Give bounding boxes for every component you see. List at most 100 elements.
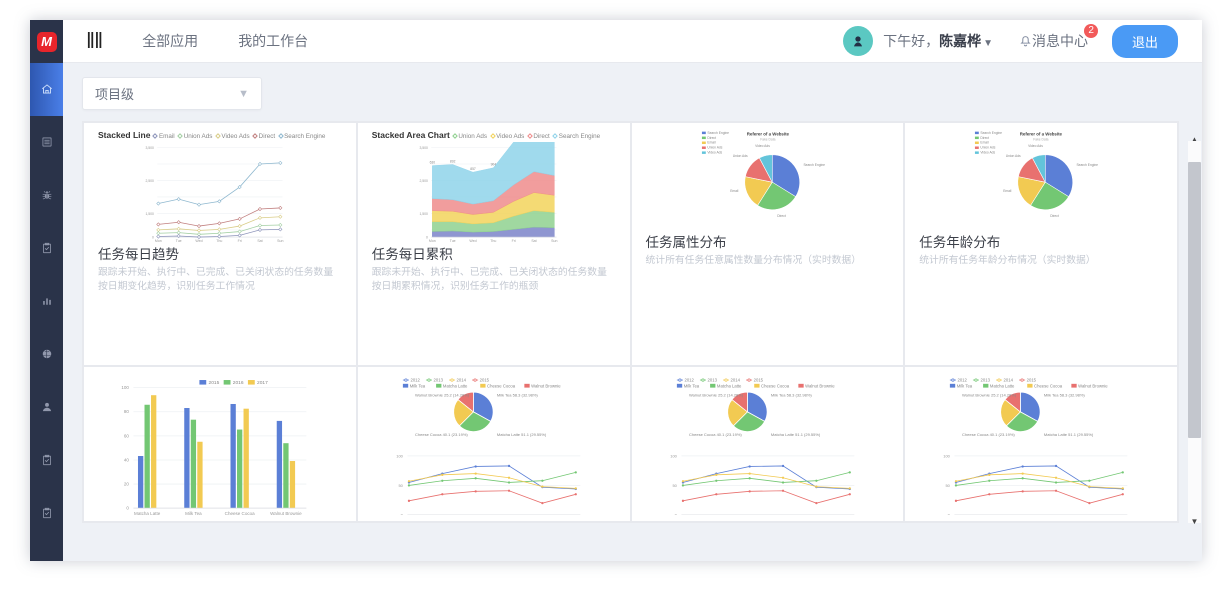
svg-text:904: 904: [490, 163, 496, 167]
svg-text:Video Ads: Video Ads: [755, 144, 770, 148]
svg-text:Video Ads: Video Ads: [1028, 144, 1043, 148]
svg-text:Search Engine: Search Engine: [981, 131, 1003, 135]
svg-text:Fake Data: Fake Data: [1034, 137, 1049, 141]
svg-text:Tue: Tue: [449, 239, 455, 242]
svg-text:Cheese Cocoa 40.1 (23.19%): Cheese Cocoa 40.1 (23.19%): [962, 432, 1015, 437]
svg-text:Direct: Direct: [707, 136, 716, 140]
svg-text:857: 857: [470, 167, 476, 171]
svg-text:60: 60: [124, 433, 130, 438]
svg-text:100: 100: [396, 453, 403, 458]
svg-text:Milk Tea 58.3 (32.98%): Milk Tea 58.3 (32.98%): [770, 393, 812, 398]
svg-text:Email: Email: [707, 141, 715, 145]
svg-text:Matcha Latte: Matcha Latte: [990, 384, 1015, 389]
svg-text:Cheese Cocoa: Cheese Cocoa: [487, 384, 516, 389]
svg-text:Wed: Wed: [195, 239, 202, 242]
svg-text:Cheese Cocoa: Cheese Cocoa: [761, 384, 790, 389]
svg-text:2013: 2013: [433, 378, 443, 383]
svg-text:1,500: 1,500: [419, 212, 428, 216]
svg-text:Fri: Fri: [511, 239, 515, 242]
svg-text:2014: 2014: [1004, 378, 1014, 383]
svg-text:1,500: 1,500: [145, 212, 154, 216]
svg-text:80: 80: [124, 409, 130, 414]
svg-text:0: 0: [674, 513, 677, 515]
svg-text:Walnut Brownie: Walnut Brownie: [1078, 384, 1108, 389]
svg-text:Sun: Sun: [277, 239, 283, 242]
svg-text:Fri: Fri: [238, 239, 242, 242]
svg-text:40: 40: [124, 457, 130, 462]
svg-text:Direct: Direct: [1050, 214, 1059, 218]
svg-text:Milk Tea: Milk Tea: [957, 384, 973, 389]
svg-text:Thu: Thu: [216, 239, 222, 242]
svg-text:Milk Tea 58.3 (32.98%): Milk Tea 58.3 (32.98%): [1044, 393, 1086, 398]
svg-text:Walnut Brownie 25.2 (14.28%): Walnut Brownie 25.2 (14.28%): [689, 393, 744, 398]
svg-text:2015: 2015: [209, 380, 220, 386]
svg-text:Walnut Brownie: Walnut Brownie: [531, 384, 561, 389]
svg-text:2013: 2013: [707, 378, 717, 383]
svg-text:Union Ads: Union Ads: [1006, 154, 1021, 158]
svg-text:100: 100: [121, 385, 129, 390]
svg-text:Mon: Mon: [429, 239, 436, 242]
svg-text:Walnut Brownie: Walnut Brownie: [270, 511, 302, 515]
svg-text:Referer of a Website: Referer of a Website: [746, 131, 789, 136]
svg-text:Matcha Latte 51.1 (29.55%): Matcha Latte 51.1 (29.55%): [770, 432, 820, 437]
svg-text:Referer of a Website: Referer of a Website: [1020, 131, 1063, 136]
svg-text:0: 0: [152, 236, 154, 240]
svg-text:Matcha Latte: Matcha Latte: [443, 384, 468, 389]
svg-text:0: 0: [126, 506, 129, 511]
svg-text:Fake Data: Fake Data: [760, 137, 775, 141]
svg-text:Cheese Cocoa 40.1 (23.19%): Cheese Cocoa 40.1 (23.19%): [689, 432, 742, 437]
svg-text:2015: 2015: [479, 378, 489, 383]
svg-text:20: 20: [124, 482, 130, 487]
svg-text:0: 0: [400, 513, 403, 515]
svg-text:Sun: Sun: [551, 239, 557, 242]
svg-text:Wed: Wed: [469, 239, 476, 242]
svg-text:100: 100: [943, 453, 950, 458]
svg-text:Cheese Cocoa: Cheese Cocoa: [1034, 384, 1063, 389]
svg-text:Matcha Latte: Matcha Latte: [716, 384, 741, 389]
svg-text:2012: 2012: [958, 378, 968, 383]
svg-text:2012: 2012: [410, 378, 420, 383]
svg-text:Sat: Sat: [257, 239, 262, 242]
svg-text:Search Engine: Search Engine: [707, 131, 729, 135]
svg-text:2012: 2012: [684, 378, 694, 383]
svg-text:0: 0: [426, 236, 428, 240]
svg-text:Union Ads: Union Ads: [981, 146, 996, 150]
svg-text:Milk Tea: Milk Tea: [185, 511, 202, 515]
svg-text:Email: Email: [1003, 189, 1011, 193]
svg-text:Thu: Thu: [490, 239, 496, 242]
svg-text:Sat: Sat: [531, 239, 536, 242]
svg-text:892: 892: [450, 159, 456, 163]
svg-text:Video Ads: Video Ads: [981, 151, 996, 155]
svg-text:Walnut Brownie: Walnut Brownie: [805, 384, 835, 389]
svg-text:2015: 2015: [1027, 378, 1037, 383]
svg-text:Email: Email: [981, 141, 989, 145]
svg-text:Email: Email: [730, 189, 738, 193]
svg-text:50: 50: [672, 483, 677, 488]
svg-text:Walnut Brownie 25.2 (14.28%): Walnut Brownie 25.2 (14.28%): [415, 393, 470, 398]
svg-text:Matcha Latte 51.1 (29.55%): Matcha Latte 51.1 (29.55%): [497, 432, 547, 437]
svg-text:2017: 2017: [257, 380, 268, 386]
svg-text:Milk Tea 58.3 (32.98%): Milk Tea 58.3 (32.98%): [497, 393, 539, 398]
svg-text:Cheese Cocoa 40.1 (23.19%): Cheese Cocoa 40.1 (23.19%): [415, 432, 468, 437]
svg-text:0: 0: [948, 513, 951, 515]
svg-text:50: 50: [398, 483, 403, 488]
svg-text:Union Ads: Union Ads: [732, 154, 747, 158]
svg-text:3,500: 3,500: [145, 146, 154, 150]
svg-text:Matcha Latte: Matcha Latte: [134, 511, 161, 515]
svg-text:Search Engine: Search Engine: [1077, 163, 1099, 167]
svg-text:Tue: Tue: [176, 239, 182, 242]
svg-text:Milk Tea: Milk Tea: [409, 384, 425, 389]
svg-text:2,500: 2,500: [419, 179, 428, 183]
svg-text:Milk Tea: Milk Tea: [683, 384, 699, 389]
svg-text:2016: 2016: [233, 380, 244, 386]
svg-text:Direct: Direct: [981, 136, 990, 140]
svg-text:2014: 2014: [456, 378, 466, 383]
svg-text:Video Ads: Video Ads: [707, 151, 722, 155]
svg-text:3,500: 3,500: [419, 146, 428, 150]
svg-text:2013: 2013: [981, 378, 991, 383]
svg-text:2014: 2014: [730, 378, 740, 383]
svg-text:Mon: Mon: [155, 239, 162, 242]
svg-text:Cheese Cocoa: Cheese Cocoa: [225, 511, 255, 515]
svg-text:Union Ads: Union Ads: [707, 146, 722, 150]
svg-text:2015: 2015: [753, 378, 763, 383]
